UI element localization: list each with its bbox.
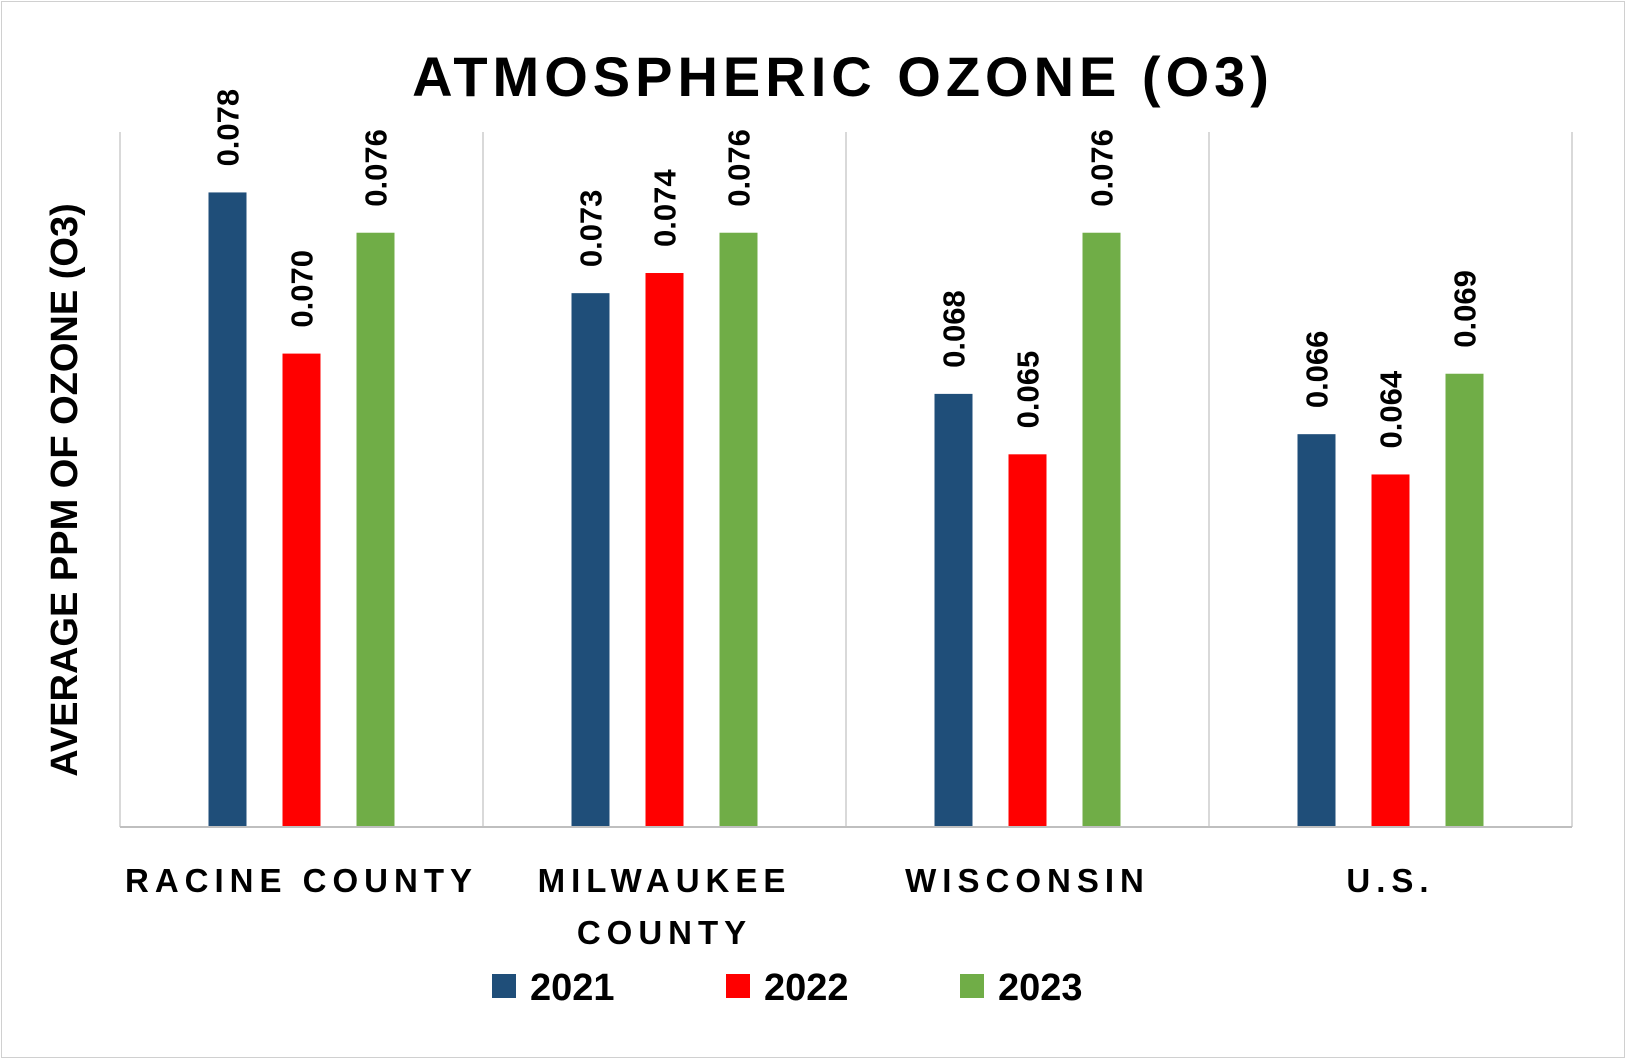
- category-separators: [119, 132, 1573, 827]
- bar: [208, 192, 247, 827]
- data-label: 0.074: [648, 169, 683, 247]
- legend-swatch: [726, 974, 750, 998]
- legend-swatch: [492, 974, 516, 998]
- category-label: WISCONSIN: [905, 862, 1150, 899]
- chart-title: ATMOSPHERIC OZONE (O3): [412, 45, 1274, 108]
- bar: [356, 232, 395, 828]
- category-label: COUNTY: [577, 914, 752, 951]
- bar: [1008, 454, 1047, 827]
- legend-label: 2022: [764, 967, 849, 1009]
- legend-label: 2023: [998, 967, 1083, 1009]
- category-label: MILWAUKEE: [538, 862, 792, 899]
- data-label: 0.076: [722, 129, 757, 207]
- bar: [1297, 434, 1336, 827]
- data-label: 0.076: [1085, 129, 1120, 207]
- y-axis-title: AVERAGE PPM OF OZONE (O3): [44, 203, 86, 777]
- category-label: U.S.: [1346, 862, 1434, 899]
- data-label: 0.065: [1011, 351, 1046, 429]
- bar: [1082, 232, 1121, 828]
- data-label: 0.064: [1374, 370, 1409, 448]
- bar: [934, 393, 973, 827]
- data-label: 0.069: [1448, 270, 1483, 348]
- legend-label: 2021: [530, 967, 615, 1009]
- data-labels: 0.078 0.070 0.076 0.073 0.074 0.076 0.068 0.065…: [211, 89, 1483, 449]
- legend: 2021 2022 2023: [492, 967, 1083, 1009]
- data-label: 0.076: [359, 129, 394, 207]
- data-label: 0.068: [937, 290, 972, 368]
- bar: [1371, 474, 1410, 827]
- data-label: 0.073: [574, 190, 609, 268]
- bar: [719, 232, 758, 828]
- data-label: 0.066: [1300, 331, 1335, 409]
- bar: [1445, 373, 1484, 827]
- legend-swatch: [960, 974, 984, 998]
- data-label: 0.070: [285, 250, 320, 328]
- bar: [645, 273, 684, 827]
- category-labels: RACINE COUNTY MILWAUKEE COUNTY WISCONSIN U.S…: [125, 862, 1434, 951]
- bars: [208, 192, 1484, 828]
- category-label: RACINE COUNTY: [125, 862, 478, 899]
- data-label: 0.078: [211, 89, 246, 167]
- bar: [571, 293, 610, 827]
- bar: [282, 353, 321, 827]
